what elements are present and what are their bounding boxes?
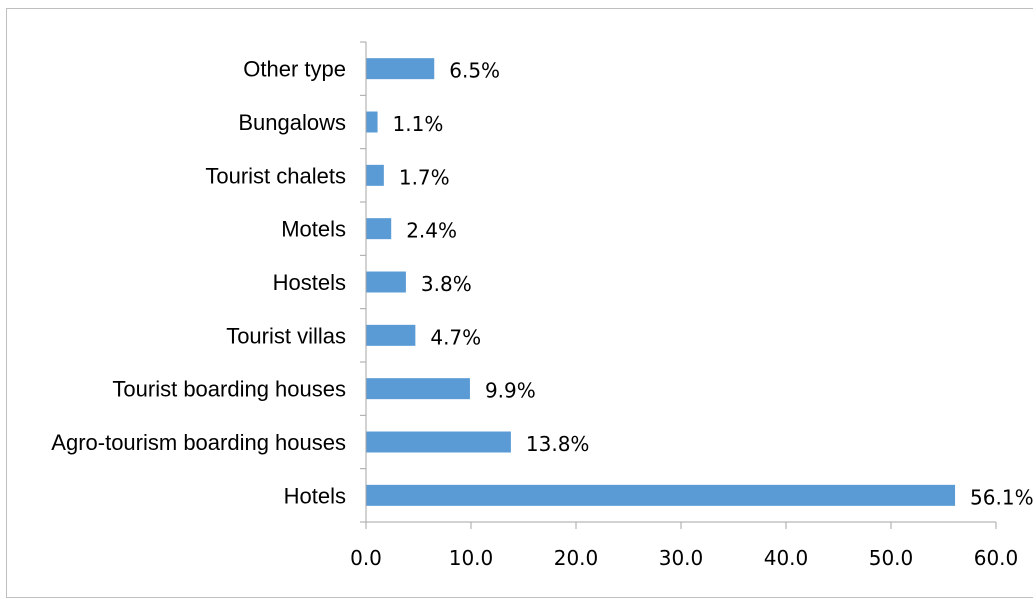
axis-layer [360,41,997,529]
bar-tourist-boarding-houses [366,378,470,400]
data-label: 3.8% [421,272,472,296]
bar-hostels [366,271,406,293]
x-tick-label: 10.0 [449,546,494,570]
bar-chart: Other type 6.5% Bungalows 1.1% Tourist chale… [51,41,1033,570]
bar-tourist-chalets [366,164,384,186]
category-label: Tourist chalets [205,163,346,188]
bar-bungalows [366,111,378,133]
bar-other-type [366,58,435,80]
bar-tourist-villas [366,324,416,346]
category-label: Hotels [284,483,346,508]
x-tick-label: 30.0 [659,546,704,570]
x-tick-label: 0.0 [350,546,382,570]
data-label: 1.7% [399,165,450,189]
bar-hotels [366,484,956,506]
data-label: 1.1% [393,112,444,136]
data-label: 9.9% [485,379,536,403]
data-label: 56.1% [970,485,1033,509]
x-tick-label: 20.0 [554,546,599,570]
bars-layer [366,58,956,506]
category-label: Agro-tourism boarding houses [51,430,346,455]
category-label: Tourist villas [226,323,346,348]
bar-motels [366,218,392,240]
category-label: Motels [281,217,346,242]
data-label: 2.4% [406,219,457,243]
data-label: 4.7% [430,325,481,349]
category-label: Hostels [273,270,346,295]
category-label: Bungalows [238,110,346,135]
labels-layer: Other type 6.5% Bungalows 1.1% Tourist chale… [51,57,1033,570]
x-tick-label: 40.0 [764,546,809,570]
bar-agro-tourism-boarding-houses [366,431,511,453]
data-label: 6.5% [449,59,500,83]
x-tick-label: 50.0 [869,546,914,570]
x-tick-label: 60.0 [974,546,1019,570]
category-label: Tourist boarding houses [112,377,346,402]
category-label: Other type [243,57,346,82]
data-label: 13.8% [526,432,590,456]
